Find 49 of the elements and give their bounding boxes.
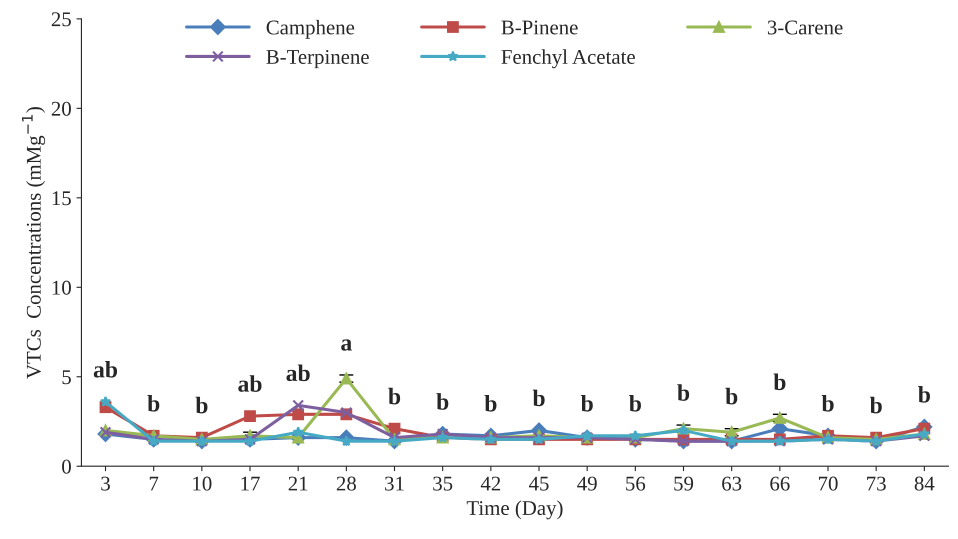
x-tick-label: 10 <box>193 476 212 491</box>
legend-label: Camphene <box>266 20 354 39</box>
x-tick-label: 35 <box>433 476 452 491</box>
x-tick-label: 7 <box>150 476 158 490</box>
annotation: b <box>870 396 882 414</box>
y-tick-label: 20 <box>52 102 71 116</box>
annotation: b <box>822 394 834 412</box>
annotation: b <box>629 394 641 412</box>
x-tick-label: 84 <box>914 476 934 491</box>
legend-label: 3-Carene <box>768 20 843 35</box>
annotation: b <box>436 393 448 410</box>
y-tick-label: 5 <box>62 370 71 384</box>
annotation: b <box>918 386 930 403</box>
y-tick-label: 0 <box>62 460 71 474</box>
x-tick-label: 49 <box>577 476 597 491</box>
annotation: b <box>677 384 690 401</box>
y-tick-label: 10 <box>52 280 71 295</box>
x-tick-label: 17 <box>241 476 260 490</box>
x-tick-label: 45 <box>529 476 549 491</box>
x-tick-label: 56 <box>626 476 646 491</box>
annotation: b <box>580 394 593 412</box>
y-tick-label: 25 <box>52 12 71 26</box>
annotation: ab <box>238 375 262 392</box>
legend-label: Fenchyl Acetate <box>501 49 635 68</box>
x-tick-label: 28 <box>336 476 356 491</box>
x-tick-label: 66 <box>770 476 790 491</box>
annotation: b <box>774 373 786 390</box>
x-tick-label: 73 <box>867 476 886 491</box>
x-tick-label: 3 <box>101 476 110 491</box>
x-axis-title: Time (Day) <box>466 500 563 520</box>
x-tick-label: 70 <box>818 476 838 491</box>
x-tick-label: 59 <box>674 476 694 491</box>
annotation: b <box>484 394 496 412</box>
x-tick-label: 42 <box>480 476 500 490</box>
y-axis-title: VTCs Concentrations (mMg$^{−1}$) <box>22 107 46 379</box>
annotation: ab <box>286 364 310 382</box>
x-tick-label: 63 <box>722 476 742 491</box>
x-tick-label: 21 <box>288 476 308 490</box>
legend-label: B-Pinene <box>501 20 578 35</box>
annotation: b <box>196 396 208 414</box>
annotation: b <box>532 390 545 406</box>
annotation: b <box>147 394 160 412</box>
legend-label: B-Terpinene <box>266 50 369 68</box>
x-tick-label: 31 <box>385 476 404 491</box>
annotation: a <box>341 339 352 351</box>
annotation: b <box>388 388 400 404</box>
annotation: ab <box>94 360 118 378</box>
y-tick-label: 15 <box>52 191 71 206</box>
annotation: b <box>725 388 738 404</box>
